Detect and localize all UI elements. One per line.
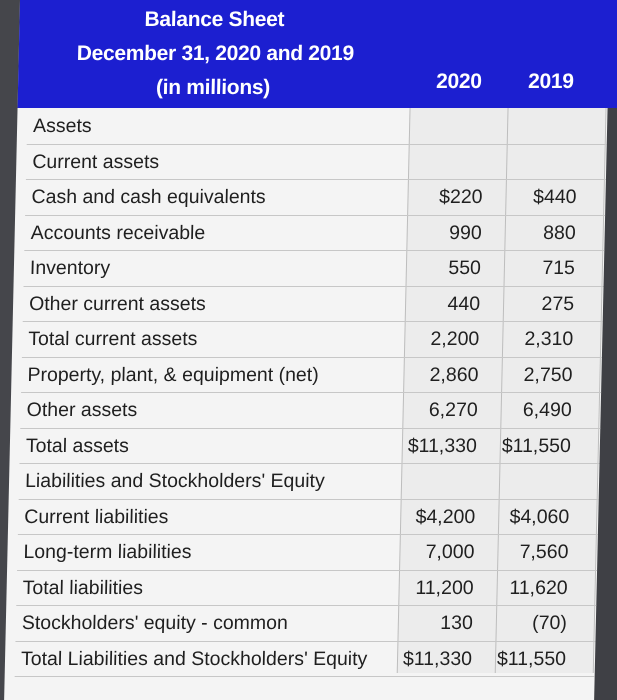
row-label: Current liabilities <box>24 505 169 528</box>
balance-sheet: Balance Sheet December 31, 2020 and 2019… <box>4 0 617 700</box>
year-2020-header: 2020 <box>435 70 482 93</box>
row-label: Liabilities and Stockholders' Equity <box>24 470 325 492</box>
table-row: Total assets $11,330 $11,550 <box>9 428 590 464</box>
value-2020: 2,860 <box>429 363 479 386</box>
row-label: Other assets <box>26 399 138 421</box>
value-2019: $11,550 <box>501 434 572 457</box>
table-row: Liabilities and Stockholders' Equity <box>9 463 590 499</box>
value-2020: 130 <box>440 612 474 634</box>
value-2020: $11,330 <box>407 434 478 457</box>
sheet-date: December 31, 2020 and 2019 <box>76 42 355 65</box>
row-label: Total Liabilities and Stockholders' Equi… <box>20 647 368 670</box>
value-2019: 11,620 <box>509 576 568 599</box>
row-label: Inventory <box>29 257 111 279</box>
table-row: Assets <box>17 108 598 144</box>
row-divider <box>14 676 595 677</box>
value-2019: 880 <box>542 221 576 244</box>
row-label: Assets <box>32 115 92 137</box>
value-2020: 990 <box>448 221 482 244</box>
value-2019: 2,750 <box>523 363 573 386</box>
value-2019: 275 <box>541 292 575 315</box>
table-row: Accounts receivable 990 880 <box>14 215 595 251</box>
table-row: Inventory 550 715 <box>14 250 595 286</box>
row-label: Long-term liabilities <box>23 541 192 563</box>
value-2020: 7,000 <box>425 541 475 563</box>
value-2019: (70) <box>531 612 568 634</box>
sheet-units: (in millions) <box>155 76 271 99</box>
value-2019: $4,060 <box>509 505 570 528</box>
value-2020: $220 <box>438 186 483 208</box>
row-label: Property, plant, & equipment (net) <box>27 363 319 386</box>
value-2019: 7,560 <box>519 541 569 563</box>
value-2020: $4,200 <box>415 505 476 528</box>
table-row: Stockholders' equity - common 130 (70) <box>5 605 586 641</box>
table-row: Total current assets 2,200 2,310 <box>12 321 593 357</box>
row-label: Total assets <box>25 434 130 457</box>
value-2019: $440 <box>532 186 577 208</box>
row-label: Current assets <box>32 150 160 173</box>
value-2020: 550 <box>448 257 482 279</box>
table-row: Other assets 6,270 6,490 <box>10 392 591 428</box>
row-label: Stockholders' equity - common <box>21 612 289 634</box>
table-row: Total Liabilities and Stockholders' Equi… <box>5 641 586 677</box>
value-2019: 6,490 <box>522 399 572 421</box>
value-2020: 11,200 <box>415 576 474 599</box>
table-row: Other current assets 440 275 <box>13 286 594 322</box>
table-row: Total liabilities 11,200 11,620 <box>6 570 587 606</box>
table-row: Property, plant, & equipment (net) 2,860 2… <box>11 357 592 393</box>
value-2020: 2,200 <box>430 328 480 350</box>
row-label: Accounts receivable <box>30 221 206 244</box>
row-label: Total liabilities <box>22 576 144 599</box>
value-2019: 715 <box>542 257 576 279</box>
value-2020: 6,270 <box>428 399 478 421</box>
row-label: Other current assets <box>28 292 207 315</box>
row-label: Cash and cash equivalents <box>31 186 266 208</box>
value-2019: 2,310 <box>524 328 574 350</box>
value-2020: $11,330 <box>402 647 473 670</box>
value-2020: 440 <box>447 292 481 315</box>
sheet-title: Balance Sheet <box>144 8 285 31</box>
table-row: Current liabilities $4,200 $4,060 <box>8 499 589 535</box>
header-band: Balance Sheet December 31, 2020 and 2019… <box>17 0 617 108</box>
table-row: Cash and cash equivalents $220 $440 <box>15 179 596 215</box>
value-2019: $11,550 <box>496 647 567 670</box>
row-label: Total current assets <box>28 328 198 350</box>
table-row: Current assets <box>16 144 597 180</box>
year-2019-header: 2019 <box>527 70 574 93</box>
table-row: Long-term liabilities 7,000 7,560 <box>7 534 588 570</box>
